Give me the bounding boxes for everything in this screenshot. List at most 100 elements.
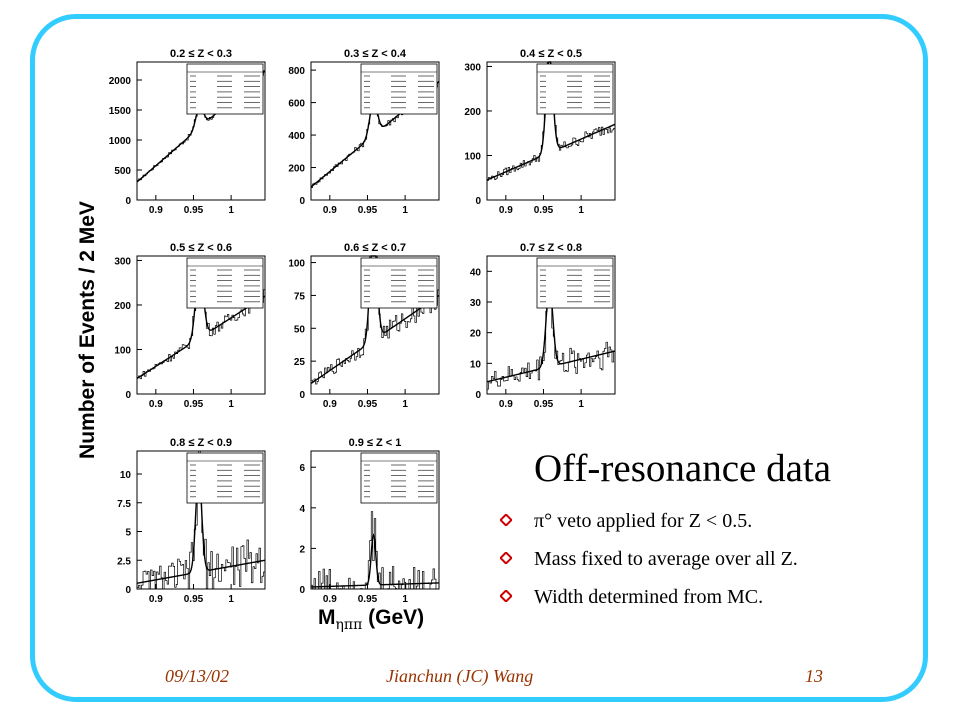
panel-frame: [136, 61, 266, 201]
y-tick-label: 100: [464, 151, 481, 162]
x-axis-label-sub: ηππ: [335, 617, 363, 633]
bullet-text: π° veto applied for Z < 0.5.: [534, 510, 753, 532]
y-tick-label: 75: [294, 291, 306, 302]
diamond-icon: [500, 552, 512, 564]
x-tick-label: 1: [578, 205, 584, 216]
y-tick-label: 2000: [109, 76, 132, 87]
histogram-panel: 0.7 ≤ Z < 0.8 0 10 20 30 40 0.9 0.95 1: [470, 242, 616, 410]
x-tick-label: 0.95: [358, 205, 378, 216]
x-axis-label-unit: (GeV): [368, 606, 425, 629]
y-tick-label: 200: [288, 164, 305, 175]
stats-box: [186, 63, 264, 115]
x-tick-label: 0.9: [323, 594, 337, 605]
y-tick-label: 100: [114, 345, 131, 356]
y-tick-label: 300: [464, 62, 481, 73]
stats-box: [186, 452, 264, 504]
x-tick-label: 0.95: [184, 399, 204, 410]
stats-box: [186, 257, 264, 309]
y-tick-label: 0: [299, 390, 305, 401]
panel-title: 0.6 ≤ Z < 0.7: [344, 242, 406, 254]
x-tick-label: 1: [228, 205, 234, 216]
y-tick-label: 400: [288, 131, 305, 142]
y-tick-label: 25: [294, 357, 306, 368]
x-tick-label: 0.95: [184, 594, 204, 605]
y-tick-label: 50: [294, 324, 306, 335]
y-tick-label: 0: [125, 196, 131, 207]
x-tick-label: 0.95: [358, 594, 378, 605]
panel-title: 0.2 ≤ Z < 0.3: [170, 48, 232, 60]
footer-author: Jianchun (JC) Wang: [386, 666, 534, 686]
y-tick-label: 0: [125, 390, 131, 401]
footer-date: 09/13/02: [165, 666, 230, 686]
diamond-icon: [500, 514, 512, 526]
stats-box: [536, 63, 614, 115]
x-tick-label: 0.95: [358, 399, 378, 410]
panel-frame: [136, 255, 266, 395]
y-tick-label: 7.5: [117, 499, 131, 510]
x-tick-label: 0.95: [184, 205, 204, 216]
slide-frame: [30, 14, 928, 702]
y-tick-label: 500: [114, 166, 131, 177]
panel-title: 0.3 ≤ Z < 0.4: [344, 48, 407, 60]
histogram-panel: 0.3 ≤ Z < 0.4 0 200 400 600 800 0.9 0.95 1: [288, 48, 440, 216]
panel-title: 0.8 ≤ Z < 0.9: [170, 437, 232, 449]
panel-title: 0.9 ≤ Z < 1: [349, 437, 402, 449]
y-tick-label: 20: [470, 329, 482, 340]
x-tick-label: 0.95: [534, 399, 554, 410]
panel-title: 0.7 ≤ Z < 0.8: [520, 242, 582, 254]
slide-title: Off-resonance data: [534, 447, 832, 490]
panel-frame: [486, 255, 616, 395]
y-tick-label: 2.5: [117, 556, 131, 567]
histogram-panel: 0.6 ≤ Z < 0.7 0 25 50 75 100 0.9 0.95 1: [288, 242, 440, 410]
histogram-panel: 0.4 ≤ Z < 0.5 0 100 200 300 0.9 0.95 1: [464, 48, 616, 216]
stats-box: [536, 257, 614, 309]
x-tick-label: 1: [402, 205, 408, 216]
stats-box: [360, 257, 438, 309]
y-tick-label: 0: [299, 585, 305, 596]
y-axis-label: Number of Events / 2 MeV: [76, 201, 99, 459]
histogram-panel: 0.5 ≤ Z < 0.6 0 100 200 300 0.9 0.95 1: [114, 242, 266, 410]
fit-curve: [310, 533, 440, 588]
x-tick-label: 1: [228, 399, 234, 410]
x-axis-label-main: M: [318, 606, 336, 629]
x-tick-label: 1: [228, 594, 234, 605]
y-tick-label: 40: [470, 267, 482, 278]
y-tick-label: 0: [475, 196, 481, 207]
stats-box: [360, 63, 438, 115]
y-tick-label: 300: [114, 256, 131, 267]
x-tick-label: 0.95: [534, 205, 554, 216]
x-tick-label: 0.9: [149, 594, 163, 605]
bullet-text: Width determined from MC.: [534, 586, 764, 608]
y-tick-label: 600: [288, 99, 305, 110]
footer-page-number: 13: [805, 666, 823, 686]
x-tick-label: 0.9: [499, 205, 513, 216]
y-tick-label: 0: [125, 585, 131, 596]
y-tick-label: 0: [299, 196, 305, 207]
x-axis-label: Mηππ (GeV): [318, 606, 425, 633]
panel-frame: [310, 61, 440, 201]
bullet-text: Mass fixed to average over all Z.: [534, 548, 798, 570]
stats-box: [360, 452, 438, 504]
panel-frame: [136, 450, 266, 590]
y-tick-label: 200: [464, 107, 481, 118]
panel-frame: [310, 450, 440, 590]
x-tick-label: 0.9: [323, 205, 337, 216]
histogram-panel: 0.8 ≤ Z < 0.9 0 2.5 5 7.5 10 0.9 0.95 1: [117, 437, 266, 605]
x-tick-label: 1: [578, 399, 584, 410]
y-tick-label: 2: [299, 544, 305, 555]
x-tick-label: 0.9: [499, 399, 513, 410]
y-tick-label: 10: [120, 470, 132, 481]
diamond-icon: [500, 590, 512, 602]
histogram-panel: 0.9 ≤ Z < 1 0 2 4 6 0.9 0.95 1: [299, 437, 440, 605]
y-tick-label: 30: [470, 298, 482, 309]
panel-title: 0.5 ≤ Z < 0.6: [170, 242, 232, 254]
x-tick-label: 1: [402, 594, 408, 605]
y-tick-label: 4: [299, 504, 305, 515]
histogram-panel: 0.2 ≤ Z < 0.3 0 500 1000 1500 2000 0.9 0.95 1: [109, 48, 266, 216]
x-tick-label: 0.9: [149, 205, 163, 216]
x-tick-label: 0.9: [149, 399, 163, 410]
y-tick-label: 10: [470, 359, 482, 370]
y-tick-label: 6: [299, 463, 305, 474]
y-tick-label: 1500: [109, 106, 132, 117]
